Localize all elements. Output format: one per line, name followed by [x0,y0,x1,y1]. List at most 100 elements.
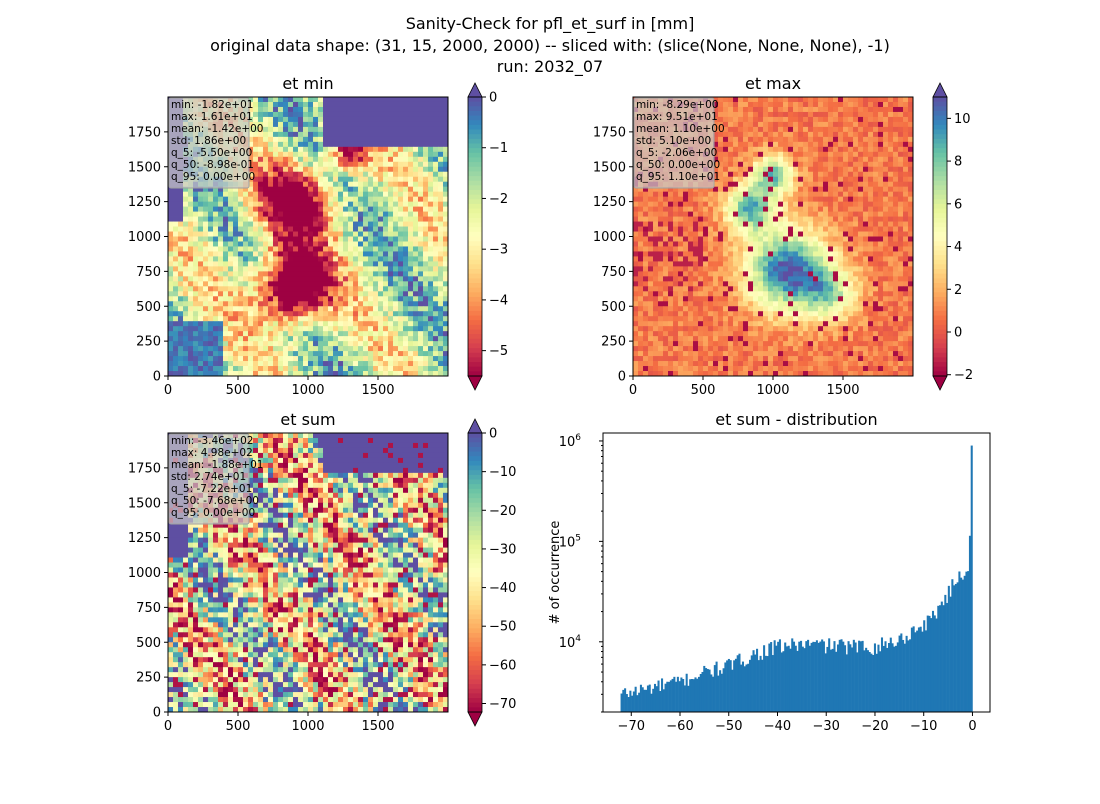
heatmap-cell [338,197,343,202]
heatmap-cell [258,232,263,237]
heatmap-cell [298,306,303,311]
heatmap-cell [278,142,283,147]
heatmap-cell [833,112,838,117]
heatmap-cell [768,102,773,107]
heatmap-cell [403,232,408,237]
heatmap-cell [348,137,353,142]
heatmap-cell [853,117,858,122]
heatmap-cell [848,177,853,182]
colorbar-segment [468,367,482,372]
heatmap-cell [408,122,413,127]
heatmap-cell [263,112,268,117]
heatmap-cell [738,207,743,212]
heatmap-cell [898,137,903,142]
heatmap-cell [438,296,443,301]
heatmap-cell [178,336,183,341]
heatmap-cell [363,301,368,306]
heatmap-cell [308,266,313,271]
heatmap-cell [303,291,308,296]
heatmap-cell [428,127,433,132]
heatmap-cell [238,311,243,316]
heatmap-cell [383,291,388,296]
heatmap-cell [823,182,828,187]
heatmap-cell [888,202,893,207]
heatmap-cell [378,217,383,222]
heatmap-cell [398,227,403,232]
heatmap-cell [428,296,433,301]
heatmap-cell [808,217,813,222]
heatmap-cell [393,301,398,306]
heatmap-cell [338,286,343,291]
heatmap-cell [793,207,798,212]
heatmap-cell [358,331,363,336]
heatmap-cell [373,291,378,296]
heatmap-cell [273,301,278,306]
heatmap-cell [438,162,443,167]
heatmap-cell [368,102,373,107]
heatmap-cell [663,217,668,222]
heatmap-cell [368,321,373,326]
heatmap-cell [433,152,438,157]
heatmap-cell [333,241,338,246]
heatmap-cell [343,207,348,212]
heatmap-cell [263,177,268,182]
heatmap-cell [878,197,883,202]
heatmap-cell [403,182,408,187]
heatmap-cell [273,266,278,271]
heatmap-cell [293,261,298,266]
heatmap-cell [828,142,833,147]
heatmap-cell [283,162,288,167]
heatmap-cell [393,202,398,207]
heatmap-cell [263,237,268,242]
heatmap-cell [303,336,308,341]
heatmap-cell [418,137,423,142]
heatmap-cell [383,212,388,217]
heatmap-cell [268,232,273,237]
heatmap-cell [748,217,753,222]
heatmap-cell [213,306,218,311]
heatmap-cell [883,182,888,187]
heatmap-cell [883,246,888,251]
heatmap-cell [858,107,863,112]
heatmap-cell [363,361,368,366]
heatmap-cell [388,127,393,132]
heatmap-cell [268,336,273,341]
heatmap-cell [268,117,273,122]
heatmap-cell [378,227,383,232]
heatmap-cell [893,241,898,246]
heatmap-cell [268,97,273,102]
heatmap-cell [878,187,883,192]
heatmap-cell [813,212,818,217]
heatmap-cell [418,361,423,366]
heatmap-cell [823,241,828,246]
heatmap-cell [188,197,193,202]
heatmap-cell [393,261,398,266]
heatmap-cell [303,197,308,202]
colorbar-segment [468,157,482,162]
heatmap-cell [763,232,768,237]
heatmap-cell [383,306,388,311]
heatmap-cell [633,202,638,207]
heatmap-cell [883,212,888,217]
heatmap-cell [318,301,323,306]
heatmap-cell [753,207,758,212]
colorbar-segment [468,353,482,358]
heatmap-cell [338,162,343,167]
heatmap-cell [868,192,873,197]
heatmap-cell [183,202,188,207]
heatmap-cell [873,182,878,187]
heatmap-cell [638,217,643,222]
heatmap-cell [433,331,438,336]
heatmap-cell [843,102,848,107]
heatmap-cell [818,137,823,142]
heatmap-cell [253,356,258,361]
heatmap-cell [238,197,243,202]
heatmap-cell [768,127,773,132]
heatmap-cell [213,217,218,222]
heatmap-cell [388,227,393,232]
heatmap-cell [888,142,893,147]
heatmap-cell [793,162,798,167]
heatmap-cell [638,237,643,242]
heatmap-cell [438,326,443,331]
heatmap-cell [308,296,313,301]
